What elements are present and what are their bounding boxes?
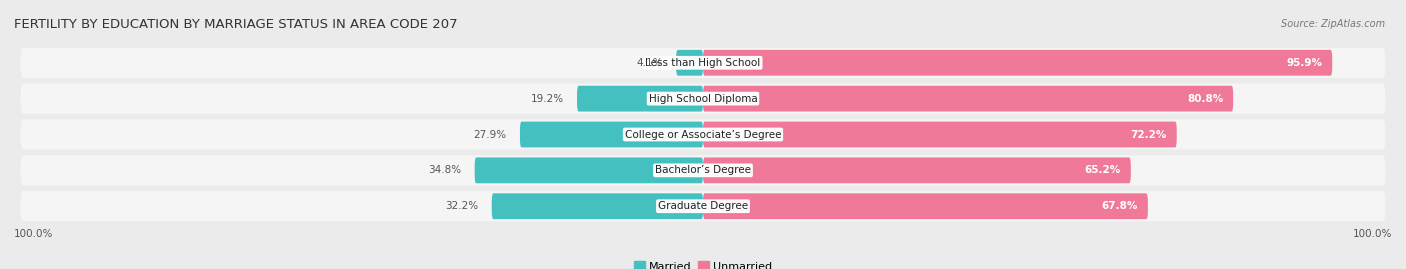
- Text: 80.8%: 80.8%: [1187, 94, 1223, 104]
- FancyBboxPatch shape: [21, 155, 1385, 185]
- Text: 34.8%: 34.8%: [429, 165, 461, 175]
- FancyBboxPatch shape: [703, 86, 1233, 112]
- Legend: Married, Unmarried: Married, Unmarried: [630, 257, 776, 269]
- FancyBboxPatch shape: [576, 86, 703, 112]
- Text: 32.2%: 32.2%: [446, 201, 478, 211]
- FancyBboxPatch shape: [703, 193, 1147, 219]
- Text: 95.9%: 95.9%: [1286, 58, 1323, 68]
- Text: Source: ZipAtlas.com: Source: ZipAtlas.com: [1281, 19, 1385, 29]
- Text: High School Diploma: High School Diploma: [648, 94, 758, 104]
- Text: 27.9%: 27.9%: [474, 129, 506, 140]
- FancyBboxPatch shape: [703, 50, 1333, 76]
- FancyBboxPatch shape: [703, 122, 1177, 147]
- Text: FERTILITY BY EDUCATION BY MARRIAGE STATUS IN AREA CODE 207: FERTILITY BY EDUCATION BY MARRIAGE STATU…: [14, 18, 458, 31]
- Text: 65.2%: 65.2%: [1084, 165, 1121, 175]
- Text: Bachelor’s Degree: Bachelor’s Degree: [655, 165, 751, 175]
- Text: 4.1%: 4.1%: [637, 58, 664, 68]
- Text: 67.8%: 67.8%: [1102, 201, 1137, 211]
- Text: Less than High School: Less than High School: [645, 58, 761, 68]
- FancyBboxPatch shape: [21, 119, 1385, 150]
- FancyBboxPatch shape: [676, 50, 703, 76]
- Text: Graduate Degree: Graduate Degree: [658, 201, 748, 211]
- Text: 72.2%: 72.2%: [1130, 129, 1167, 140]
- FancyBboxPatch shape: [21, 84, 1385, 114]
- FancyBboxPatch shape: [520, 122, 703, 147]
- FancyBboxPatch shape: [475, 157, 703, 183]
- FancyBboxPatch shape: [21, 48, 1385, 78]
- FancyBboxPatch shape: [703, 157, 1130, 183]
- Text: 100.0%: 100.0%: [1353, 229, 1392, 239]
- Text: 19.2%: 19.2%: [531, 94, 564, 104]
- FancyBboxPatch shape: [21, 191, 1385, 221]
- FancyBboxPatch shape: [492, 193, 703, 219]
- Text: College or Associate’s Degree: College or Associate’s Degree: [624, 129, 782, 140]
- Text: 100.0%: 100.0%: [14, 229, 53, 239]
